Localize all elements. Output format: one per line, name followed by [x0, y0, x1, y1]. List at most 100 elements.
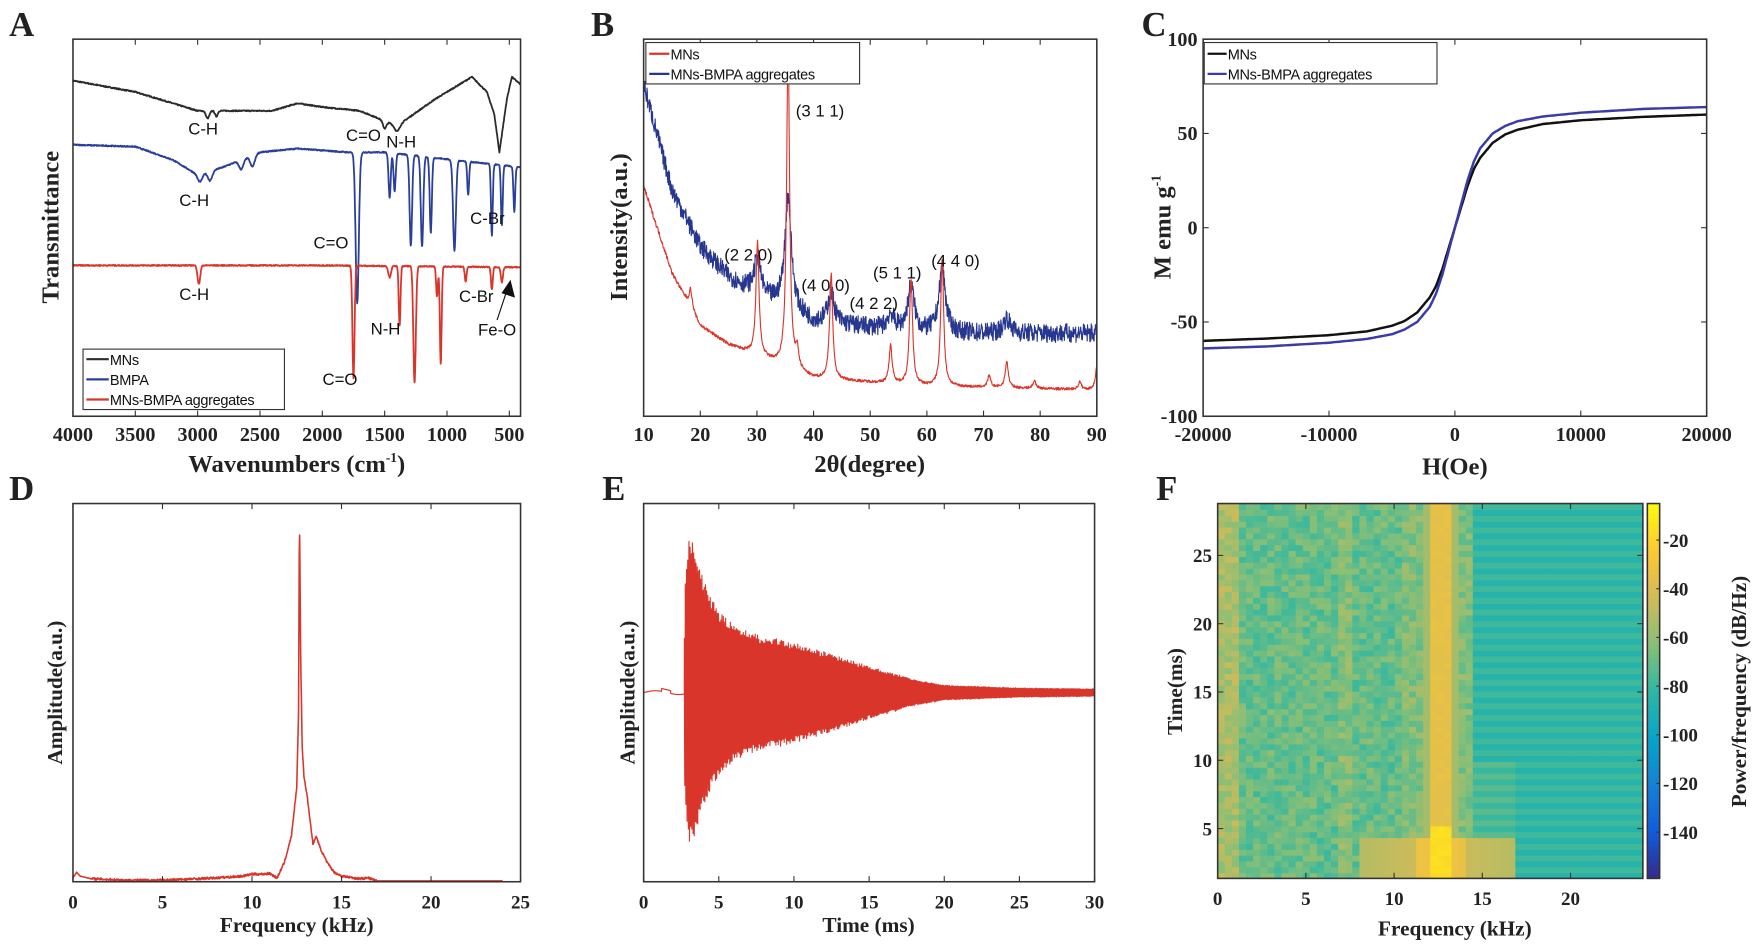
f-heatmap-cell	[1352, 591, 1361, 598]
f-ytick-label: 20	[1193, 614, 1212, 635]
f-heatmap-cell	[1444, 562, 1453, 569]
f-heatmap-cell	[1529, 515, 1538, 522]
f-heatmap-cell	[1572, 597, 1580, 604]
f-heatmap-cell	[1217, 573, 1226, 581]
f-heatmap-cell	[1267, 802, 1276, 809]
f-heatmap-cell	[1515, 860, 1524, 868]
f-heatmap-cell	[1401, 720, 1410, 727]
f-heatmap-cell	[1295, 860, 1304, 868]
f-heatmap-cell	[1458, 702, 1467, 710]
f-heatmap-cell	[1550, 655, 1559, 663]
f-heatmap-cell	[1465, 808, 1474, 815]
f-heatmap-cell	[1338, 843, 1346, 850]
f-heatmap-cell	[1338, 597, 1346, 604]
f-heatmap-cell	[1607, 532, 1616, 540]
f-heatmap-cell	[1579, 743, 1587, 751]
f-ytick-label: 10	[1193, 751, 1212, 772]
f-heatmap-cell	[1614, 808, 1623, 815]
f-heatmap-cell	[1451, 655, 1460, 663]
f-heatmap-cell	[1217, 796, 1226, 803]
f-heatmap-cell	[1253, 550, 1261, 557]
f-heatmap-cell	[1465, 538, 1474, 546]
f-heatmap-cell	[1508, 579, 1516, 587]
f-heatmap-cell	[1557, 503, 1566, 511]
f-heatmap-cell	[1501, 860, 1509, 868]
f-heatmap-cell	[1295, 708, 1304, 716]
f-heatmap-cell	[1359, 562, 1368, 569]
f-heatmap-cell	[1352, 573, 1361, 581]
f-heatmap-cell	[1423, 503, 1431, 511]
f-heatmap-cell	[1444, 843, 1453, 850]
f-heatmap-cell	[1501, 796, 1509, 803]
f-heatmap-cell	[1246, 538, 1254, 546]
f-heatmap-cell	[1451, 720, 1460, 727]
f-heatmap-cell	[1231, 772, 1240, 780]
f-heatmap-cell	[1593, 620, 1602, 628]
f-heatmap-cell	[1416, 825, 1424, 833]
f-heatmap-cell	[1288, 538, 1297, 546]
f-heatmap-cell	[1416, 819, 1424, 827]
f-heatmap-cell	[1309, 690, 1318, 698]
f-heatmap-cell	[1302, 526, 1311, 534]
f-heatmap-cell	[1416, 614, 1424, 622]
f-heatmap-cell	[1550, 837, 1559, 844]
f-heatmap-cell	[1501, 679, 1509, 686]
f-heatmap-cell	[1253, 632, 1261, 639]
f-colorbar-segment	[1647, 756, 1660, 762]
f-heatmap-cell	[1635, 638, 1644, 645]
f-heatmap-cell	[1359, 573, 1368, 581]
f-heatmap-cell	[1253, 843, 1261, 850]
f-heatmap-cell	[1472, 808, 1481, 815]
f-heatmap-cell	[1586, 521, 1594, 528]
f-heatmap-cell	[1423, 585, 1431, 593]
f-heatmap-cell	[1394, 644, 1403, 651]
f-heatmap-cell	[1437, 690, 1446, 698]
f-heatmap-cell	[1564, 690, 1573, 698]
f-heatmap-cell	[1224, 538, 1233, 546]
f-heatmap-cell	[1536, 708, 1545, 716]
f-heatmap-cell	[1458, 772, 1467, 780]
f-heatmap-cell	[1472, 726, 1481, 733]
f-heatmap-cell	[1444, 655, 1453, 663]
f-heatmap-cell	[1501, 597, 1509, 604]
f-heatmap-cell	[1572, 813, 1580, 821]
f-heatmap-cell	[1543, 849, 1552, 856]
f-heatmap-cell	[1231, 731, 1240, 739]
f-heatmap-cell	[1529, 608, 1538, 616]
f-heatmap-cell	[1401, 597, 1410, 604]
f-heatmap-cell	[1366, 743, 1375, 751]
f-heatmap-cell	[1600, 708, 1609, 716]
f-heatmap-cell	[1536, 843, 1545, 850]
f-heatmap-cell	[1359, 802, 1368, 809]
f-heatmap-cell	[1479, 720, 1488, 727]
f-heatmap-cell	[1621, 585, 1630, 593]
f-heatmap-cell	[1338, 538, 1346, 546]
f-heatmap-cell	[1437, 626, 1446, 634]
f-heatmap-cell	[1323, 772, 1332, 780]
f-heatmap-cell	[1501, 503, 1509, 511]
f-heatmap-cell	[1295, 726, 1304, 733]
f-heatmap-cell	[1217, 515, 1226, 522]
f-heatmap-cell	[1586, 796, 1594, 803]
f-heatmap-cell	[1281, 796, 1290, 803]
f-heatmap-cell	[1267, 567, 1276, 575]
f-heatmap-cell	[1267, 649, 1276, 657]
f-heatmap-cell	[1281, 813, 1290, 821]
f-heatmap-cell	[1267, 573, 1276, 581]
f-heatmap-cell	[1628, 538, 1637, 546]
f-heatmap-cell	[1522, 819, 1531, 827]
f-heatmap-cell	[1373, 831, 1382, 839]
f-heatmap-cell	[1543, 872, 1552, 880]
f-heatmap-cell	[1231, 737, 1240, 745]
f-heatmap-cell	[1352, 521, 1361, 528]
f-heatmap-cell	[1288, 690, 1297, 698]
f-heatmap-cell	[1373, 597, 1382, 604]
f-heatmap-cell	[1331, 632, 1339, 639]
f-heatmap-cell	[1572, 532, 1580, 540]
f-heatmap-cell	[1522, 790, 1531, 798]
f-heatmap-cell	[1614, 649, 1623, 657]
f-heatmap-cell	[1288, 567, 1297, 575]
f-heatmap-cell	[1557, 784, 1566, 792]
f-heatmap-cell	[1281, 755, 1290, 762]
f-heatmap-cell	[1564, 632, 1573, 639]
